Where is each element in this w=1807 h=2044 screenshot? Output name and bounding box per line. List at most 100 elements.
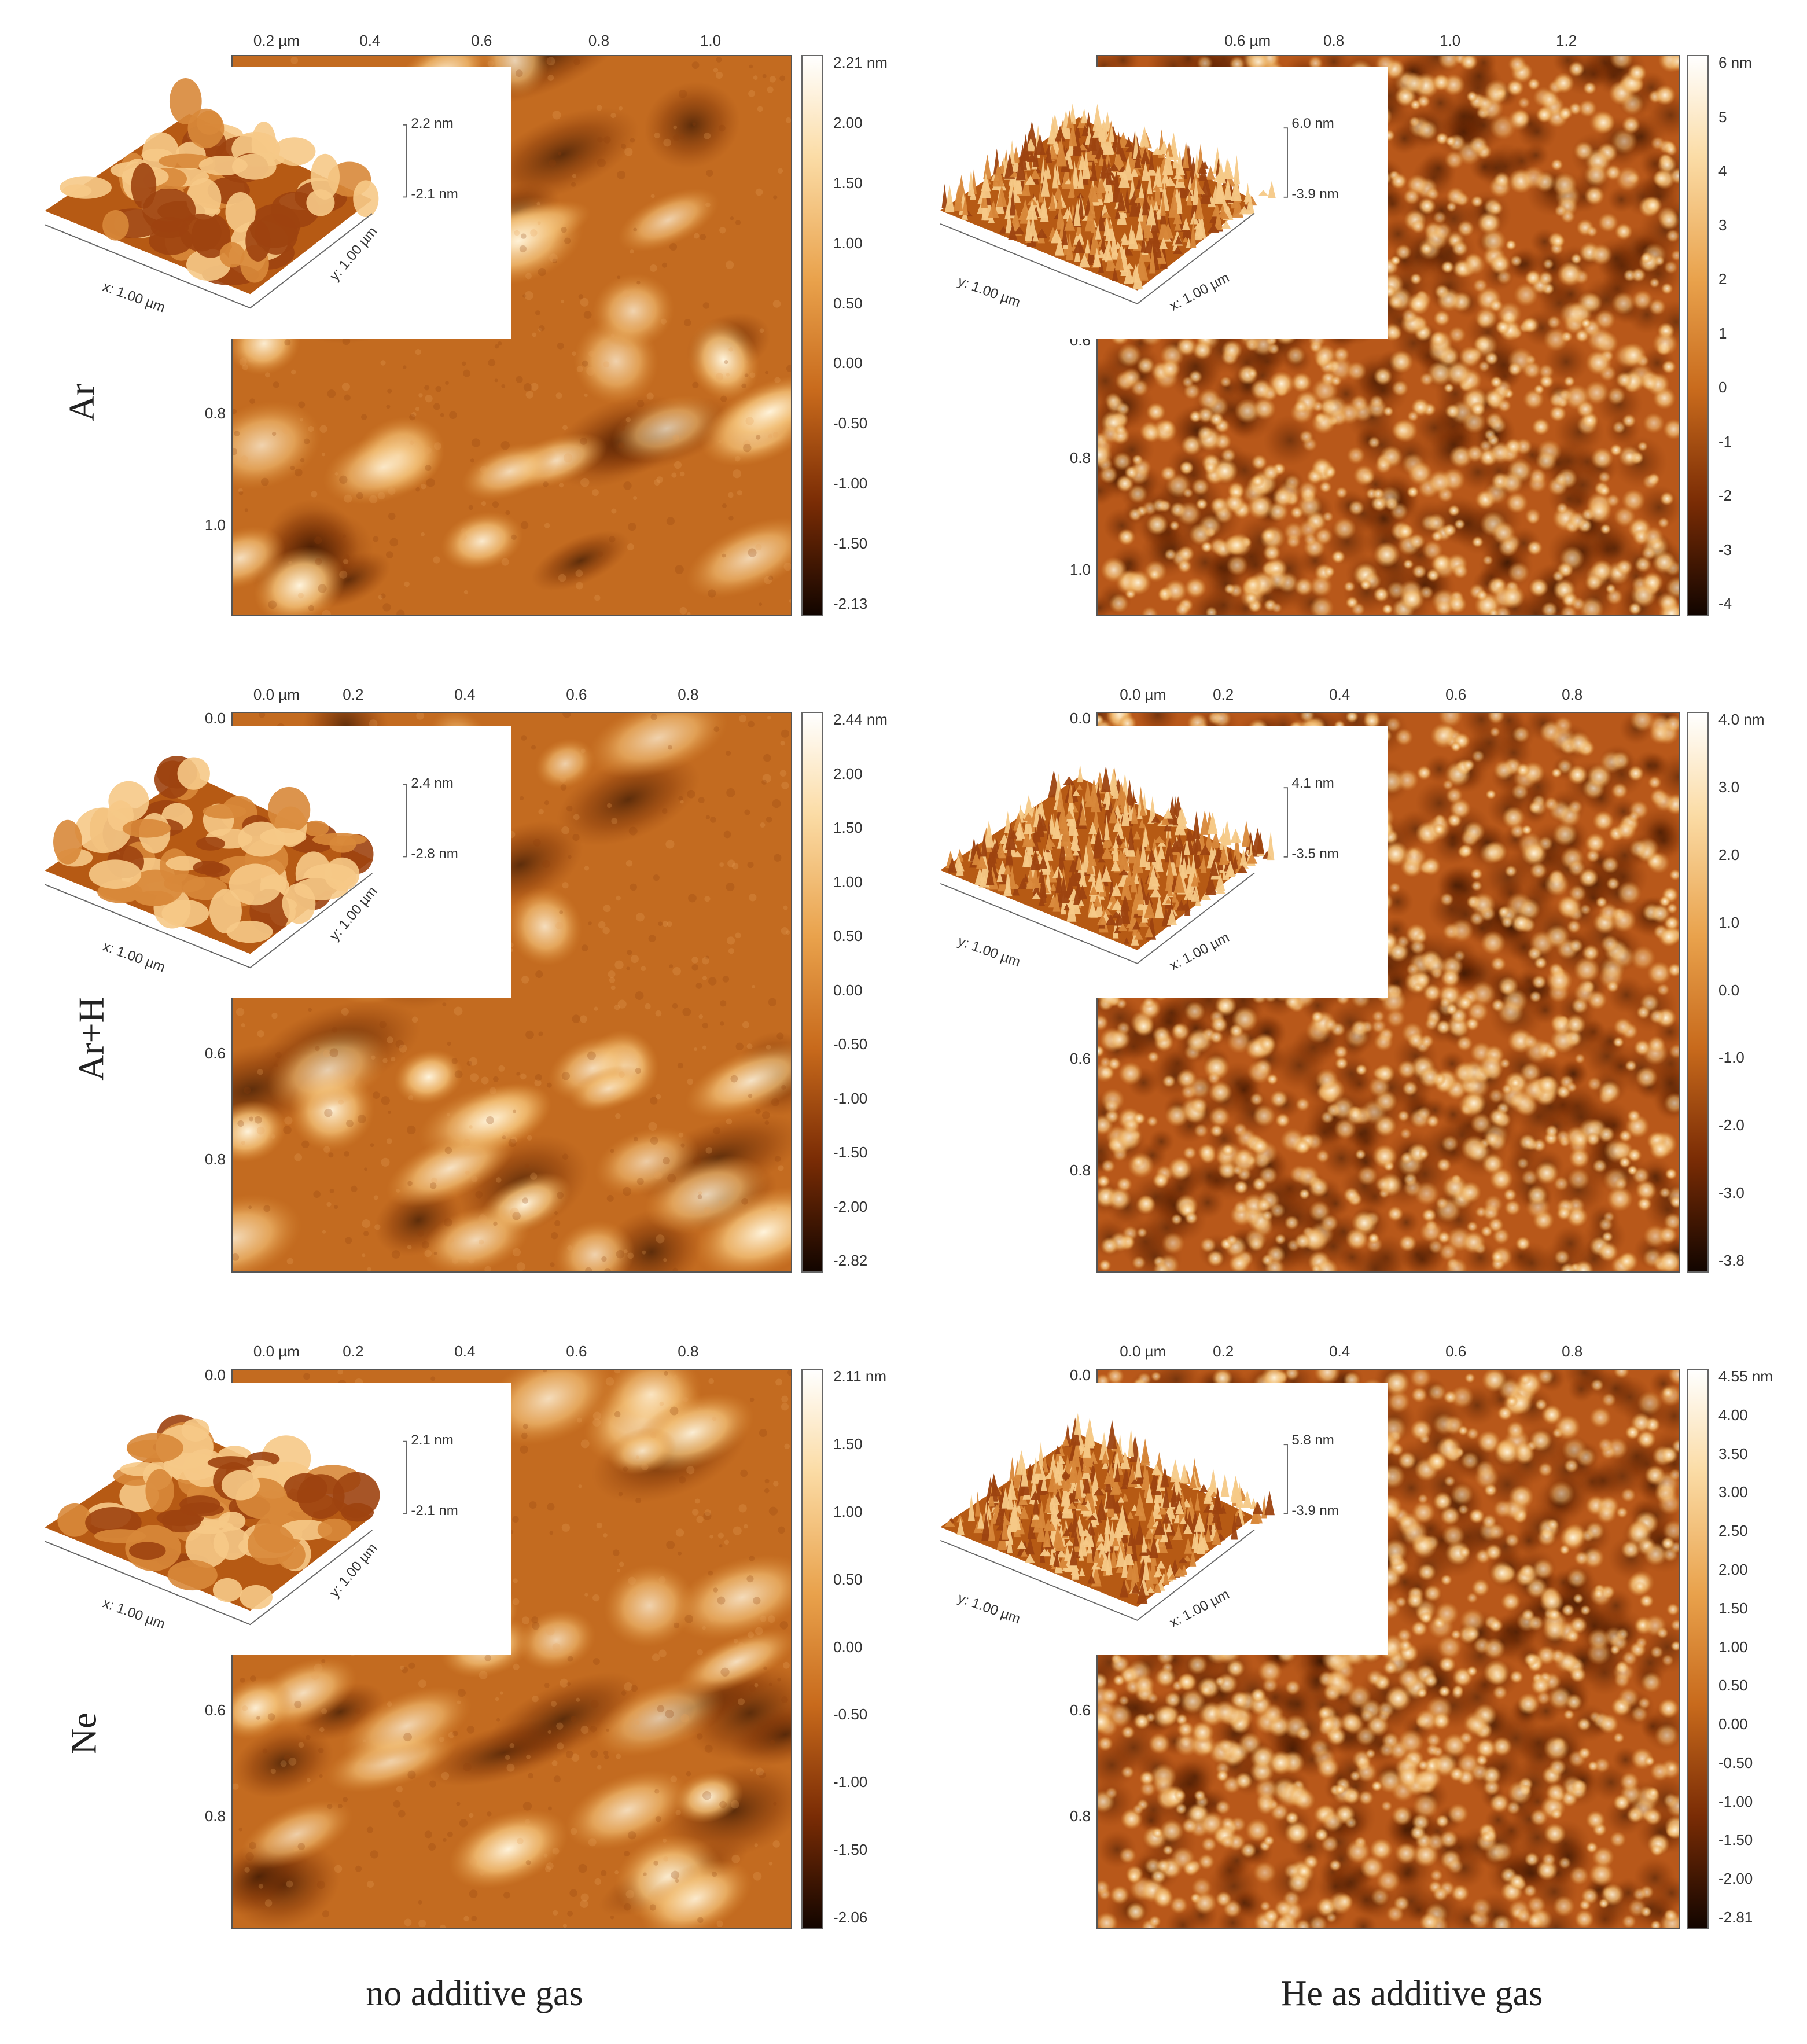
- y-tick-label: 0.8: [1069, 1807, 1091, 1825]
- colorbar-label: 1.50: [1718, 1599, 1748, 1617]
- colorbar-label: -1.00: [1718, 1792, 1753, 1810]
- colorbar-label: 0.50: [833, 294, 863, 312]
- colorbar-label: -2.00: [1718, 1870, 1753, 1888]
- inset-z-max-label: 4.1 nm: [1291, 775, 1334, 791]
- colorbar-label: 6 nm: [1718, 54, 1752, 71]
- colorbar-label: 0: [1718, 378, 1727, 396]
- x-tick-label: 0.8: [678, 686, 699, 703]
- colorbar-label: -1.50: [833, 535, 868, 553]
- column-label-left: no additive gas: [366, 1974, 583, 2013]
- colorbar-label: 1.00: [1718, 1638, 1748, 1656]
- colorbar-label: 3.50: [1718, 1444, 1748, 1462]
- row-label-ar: Ar: [62, 383, 102, 422]
- x-tick-label: 0.4: [359, 32, 381, 49]
- colorbar-label: 2.50: [1718, 1522, 1748, 1540]
- colorbar-label: 3.0: [1718, 778, 1740, 796]
- colorbar-label: -2.0: [1718, 1116, 1745, 1134]
- inset-3d-surface-image: [45, 1414, 407, 1626]
- colorbar-label: -4: [1718, 595, 1732, 612]
- y-tick-label: 0.8: [204, 404, 226, 422]
- colorbar-label: 1.00: [833, 873, 863, 891]
- colorbar-label: -2: [1718, 487, 1732, 504]
- colorbar-label: -0.50: [1718, 1753, 1753, 1771]
- colorbar-label: 4.00: [1718, 1406, 1748, 1424]
- x-tick-label: 0.8: [1562, 686, 1583, 703]
- y-tick-label: 0.0: [204, 1366, 226, 1384]
- x-tick-label: 0.2: [343, 1343, 364, 1360]
- colorbar-label: -1.50: [1718, 1831, 1753, 1849]
- x-tick-label: 0.4: [1329, 1343, 1350, 1360]
- colorbar-label: 0.00: [1718, 1715, 1748, 1733]
- x-tick-label: 0.6: [1445, 686, 1467, 703]
- colorbar-label: -1.50: [833, 1144, 868, 1161]
- colorbar-label: -0.50: [833, 1705, 868, 1723]
- colorbar: [1687, 55, 1709, 616]
- afm-height-map: [1096, 1369, 1680, 1929]
- y-tick-label: 1.0: [1069, 560, 1091, 578]
- x-tick-label: 0.0 µm: [1120, 686, 1166, 703]
- colorbar-label: 0.0: [1718, 981, 1740, 999]
- x-tick-label: 0.6: [471, 32, 492, 49]
- x-tick-label: 0.2: [1213, 1343, 1234, 1360]
- inset-3d-surface-image: [940, 764, 1288, 964]
- colorbar-label: 3: [1718, 216, 1727, 234]
- colorbar-label: 1.00: [833, 234, 863, 252]
- x-tick-label: 0.2 µm: [253, 32, 300, 49]
- colorbar-label: -1.00: [833, 475, 868, 492]
- column-label-right: He as additive gas: [1280, 1974, 1543, 2013]
- y-tick-label: 0.6: [204, 1701, 226, 1719]
- colorbar-label: 1.0: [1718, 913, 1740, 931]
- x-tick-label: 0.8: [588, 32, 610, 49]
- y-tick-label: 0.8: [204, 1807, 226, 1825]
- y-tick-label: 0.0: [204, 709, 226, 727]
- colorbar-label: 2.11 nm: [833, 1367, 887, 1385]
- y-tick-label: 0.6: [1069, 1701, 1091, 1719]
- inset-3d-surface-image: [940, 103, 1288, 304]
- inset-3d-surface: [12, 1383, 511, 1655]
- x-tick-label: 1.2: [1556, 32, 1577, 49]
- colorbar: [801, 712, 823, 1273]
- x-tick-label: 0.4: [454, 686, 476, 703]
- inset-3d-surface: [12, 67, 511, 339]
- colorbar-label: 1.50: [833, 819, 863, 836]
- colorbar-label: 2.44 nm: [833, 711, 888, 728]
- colorbar-label: -2.13: [833, 595, 868, 612]
- colorbar-label: 2: [1718, 270, 1727, 288]
- colorbar-label: 0.00: [833, 1638, 863, 1656]
- colorbar-label: 2.00: [833, 764, 863, 782]
- row-label-ne: Ne: [64, 1712, 104, 1755]
- y-tick-label: 1.0: [204, 516, 226, 534]
- colorbar-label: 4.55 nm: [1718, 1367, 1773, 1385]
- colorbar-label: -2.06: [833, 1909, 868, 1926]
- inset-z-min-label: -3.9 nm: [1291, 1502, 1339, 1519]
- x-tick-label: 1.0: [1440, 32, 1461, 49]
- colorbar-label: 0.00: [833, 354, 863, 372]
- x-tick-label: 0.8: [1562, 1343, 1583, 1360]
- colorbar-label: 2.00: [833, 113, 863, 131]
- y-tick-label: 0.8: [204, 1150, 226, 1168]
- colorbar-label: -3.8: [1718, 1252, 1745, 1269]
- inset-z-min-label: -3.9 nm: [1291, 186, 1339, 202]
- x-tick-label: 0.8: [1323, 32, 1345, 49]
- x-tick-label: 0.0 µm: [253, 1343, 300, 1360]
- x-tick-label: 0.0 µm: [1120, 1343, 1166, 1360]
- colorbar-label: -2.00: [833, 1197, 868, 1215]
- afm-height-map: [231, 712, 792, 1273]
- colorbar-label: 1: [1718, 324, 1727, 342]
- x-tick-label: 0.6: [566, 686, 587, 703]
- afm-height-map-image: [233, 713, 791, 1271]
- colorbar-label: -2.81: [1718, 1909, 1753, 1926]
- colorbar-label: 3.00: [1718, 1483, 1748, 1501]
- inset-z-max-label: 6.0 nm: [1291, 115, 1334, 131]
- row-label-ar-h2: Ar+H2: [71, 985, 117, 1081]
- colorbar-label: 2.00: [1718, 1560, 1748, 1578]
- colorbar-label: 2.0: [1718, 845, 1740, 863]
- colorbar-label: -1.50: [833, 1841, 868, 1859]
- inset-3d-surface: [908, 726, 1388, 998]
- inset-z-max-label: 2.2 nm: [411, 115, 454, 131]
- colorbar-label: 0.50: [833, 1570, 863, 1588]
- colorbar-label: 4: [1718, 162, 1727, 179]
- y-tick-label: 0.8: [1069, 1161, 1091, 1179]
- inset-3d-surface-image: [940, 1413, 1288, 1621]
- colorbar-label: -1.0: [1718, 1049, 1745, 1067]
